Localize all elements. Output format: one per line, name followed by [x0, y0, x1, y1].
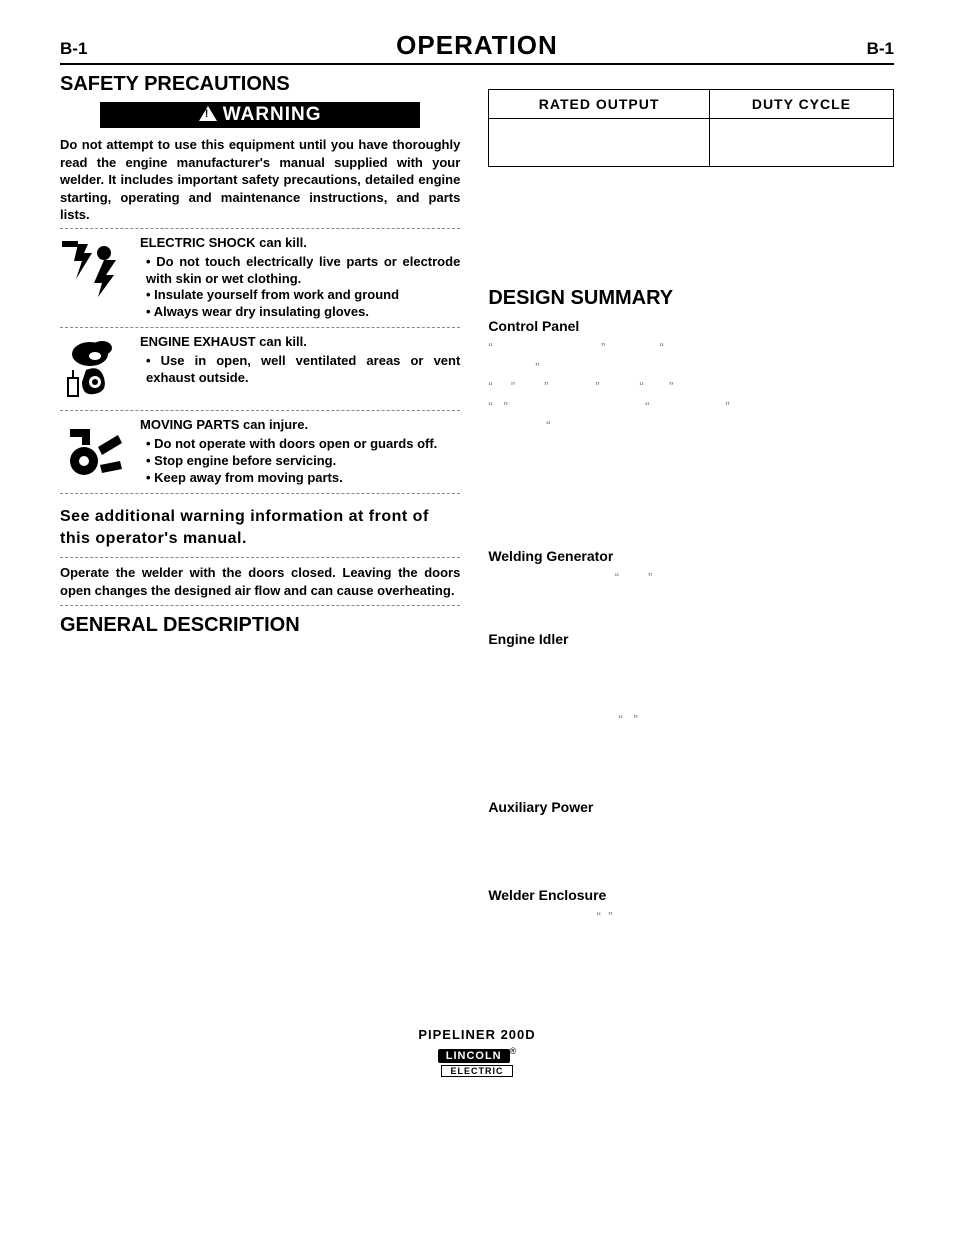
subsection-heading: Control Panel	[488, 318, 894, 334]
header-title: OPERATION	[396, 30, 558, 61]
faded-body-text: “ ”	[488, 907, 894, 947]
hazard-title: MOVING PARTS can injure.	[140, 417, 460, 434]
header-right: B-1	[867, 39, 894, 59]
table-header: DUTY CYCLE	[709, 90, 893, 119]
faded-body-text: “ ”	[488, 568, 894, 623]
content-columns: SAFETY PRECAUTIONS WARNING Do not attemp…	[60, 73, 894, 947]
faded-body-text: “ ”	[488, 651, 894, 791]
table-cell	[709, 119, 893, 167]
page-footer: PIPELINER 200D LINCOLN® ELECTRIC	[60, 1027, 894, 1079]
header-left: B-1	[60, 39, 87, 59]
warning-label: WARNING	[223, 104, 322, 125]
warning-banner: WARNING	[100, 102, 420, 128]
table-cell	[489, 119, 710, 167]
brand-logo-top: LINCOLN	[438, 1049, 510, 1063]
subsection-heading: Auxiliary Power	[488, 799, 894, 815]
subsection-heading: Welding Generator	[488, 548, 894, 564]
right-column: RATED OUTPUT DUTY CYCLE DESIGN SUMMARY C…	[488, 73, 894, 947]
hazard-bullet: Do not operate with doors open or guards…	[146, 436, 460, 453]
design-summary-title: DESIGN SUMMARY	[488, 287, 894, 310]
brand-logo: LINCOLN® ELECTRIC	[438, 1046, 517, 1077]
operate-note: Operate the welder with the doors closed…	[60, 564, 460, 599]
electric-shock-icon	[60, 235, 130, 305]
subsection-heading: Welder Enclosure	[488, 887, 894, 903]
moving-parts-icon	[60, 417, 130, 487]
hazard-bullet: Keep away from moving parts.	[146, 470, 460, 487]
divider	[60, 410, 460, 411]
subsection-heading: Engine Idler	[488, 631, 894, 647]
faded-body-text: “ ” “ ” “ ” ” ” “ ” “ ” “ ”	[488, 338, 894, 538]
table-row	[489, 119, 894, 167]
safety-precautions-title: SAFETY PRECAUTIONS	[60, 73, 460, 96]
see-additional-warning: See additional warning information at fr…	[60, 506, 460, 549]
hazard-text: MOVING PARTS can injure. Do not operate …	[140, 417, 460, 487]
divider	[60, 327, 460, 328]
hazard-block: ENGINE EXHAUST can kill. Use in open, we…	[60, 334, 460, 404]
hazard-block: ELECTRIC SHOCK can kill. Do not touch el…	[60, 235, 460, 321]
engine-exhaust-icon	[60, 334, 130, 404]
page-header: B-1 OPERATION B-1	[60, 30, 894, 65]
general-description-title: GENERAL DESCRIPTION	[60, 614, 460, 637]
hazard-bullet: Use in open, well ventilated areas or ve…	[146, 353, 460, 387]
warning-triangle-icon	[199, 106, 217, 121]
hazard-block: MOVING PARTS can injure. Do not operate …	[60, 417, 460, 487]
left-column: SAFETY PRECAUTIONS WARNING Do not attemp…	[60, 73, 460, 947]
divider	[60, 228, 460, 229]
warning-intro-text: Do not attempt to use this equipment unt…	[60, 136, 460, 224]
hazard-bullet: Always wear dry insulating gloves.	[146, 304, 460, 321]
footer-model: PIPELINER 200D	[60, 1027, 894, 1042]
table-header: RATED OUTPUT	[489, 90, 710, 119]
hazard-text: ENGINE EXHAUST can kill. Use in open, we…	[140, 334, 460, 404]
hazard-bullet: Do not touch electrically live parts or …	[146, 254, 460, 288]
hazard-text: ELECTRIC SHOCK can kill. Do not touch el…	[140, 235, 460, 321]
divider	[60, 605, 460, 606]
hazard-bullet: Stop engine before servicing.	[146, 453, 460, 470]
divider	[60, 557, 460, 558]
rated-output-table: RATED OUTPUT DUTY CYCLE	[488, 89, 894, 167]
brand-logo-bottom: ELECTRIC	[441, 1065, 513, 1077]
hazard-title: ENGINE EXHAUST can kill.	[140, 334, 460, 351]
hazard-bullet: Insulate yourself from work and ground	[146, 287, 460, 304]
registered-icon: ®	[510, 1046, 517, 1056]
faded-body-text	[488, 819, 894, 879]
divider	[60, 493, 460, 494]
hazard-title: ELECTRIC SHOCK can kill.	[140, 235, 460, 252]
